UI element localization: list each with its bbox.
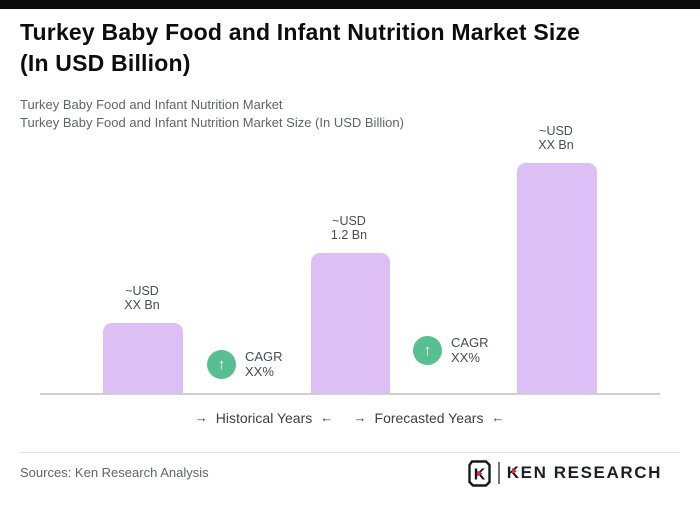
bar-value-line: ~USD	[125, 284, 159, 298]
arrow-up-icon: ↑	[413, 336, 442, 365]
logo-divider	[497, 462, 500, 484]
logo-text-k: K	[506, 463, 521, 482]
cagr-value: XX%	[245, 363, 274, 379]
bar-value-label-historical: ~USD XX Bn	[82, 284, 202, 312]
right-arrow-icon: →	[194, 410, 208, 425]
chart-subtitle: Turkey Baby Food and Infant Nutrition Ma…	[20, 96, 404, 132]
market-bar-base	[311, 253, 390, 394]
subtitle-line-1: Turkey Baby Food and Infant Nutrition Ma…	[20, 97, 283, 112]
cagr-label: CAGR	[451, 335, 489, 350]
historical-years-text: Historical Years	[215, 410, 313, 426]
forecasted-years-text: Forecasted Years	[374, 410, 484, 426]
footer-divider	[20, 452, 680, 453]
left-arrow-icon: ←	[320, 410, 334, 425]
arrow-up-icon: ↑	[207, 350, 236, 379]
forecasted-years-label: → Forecasted Years ←	[354, 410, 505, 426]
bar-value-label-forecast: ~USD XX Bn	[496, 124, 616, 152]
bar-value-line: XX Bn	[124, 298, 160, 312]
bar-value-line: ~USD	[332, 214, 366, 228]
logo-text-rest: EN RESEARCH	[520, 463, 662, 482]
ken-research-badge-icon: K	[468, 459, 491, 487]
subtitle-line-2: Turkey Baby Food and Infant Nutrition Ma…	[20, 115, 404, 130]
page-title-line-1: Turkey Baby Food and Infant Nutrition Ma…	[20, 19, 581, 45]
page-title-line-2: (In USD Billion)	[20, 50, 191, 76]
bar-value-line: 1.2 Bn	[330, 228, 368, 242]
page-title: Turkey Baby Food and Infant Nutrition Ma…	[20, 17, 685, 79]
cagr-value: XX%	[451, 349, 480, 365]
historical-years-label: → Historical Years ←	[195, 410, 334, 426]
logo-badge-red-accent	[476, 470, 483, 476]
market-bar-forecast	[517, 163, 597, 394]
cagr-label: CAGR	[245, 349, 283, 364]
cagr-badge-forecast: ↑ CAGR XX%	[413, 335, 489, 365]
cagr-badge-text: CAGR XX%	[451, 335, 489, 365]
bar-value-line: ~USD	[539, 124, 573, 138]
logo-text: KEN RESEARCH	[507, 463, 662, 483]
ken-research-logo: K KEN RESEARCH	[468, 458, 662, 488]
left-arrow-icon: ←	[491, 410, 505, 425]
cagr-badge-historical: ↑ CAGR XX%	[207, 349, 283, 379]
sources-text: Sources: Ken Research Analysis	[20, 465, 209, 480]
right-arrow-icon: →	[353, 410, 367, 425]
cagr-badge-text: CAGR XX%	[245, 349, 283, 379]
top-accent-bar	[0, 0, 700, 9]
bar-value-line: XX Bn	[538, 138, 574, 152]
x-axis-baseline	[40, 393, 660, 395]
market-bar-historical	[103, 323, 183, 394]
bar-value-label-base: ~USD 1.2 Bn	[289, 214, 409, 242]
